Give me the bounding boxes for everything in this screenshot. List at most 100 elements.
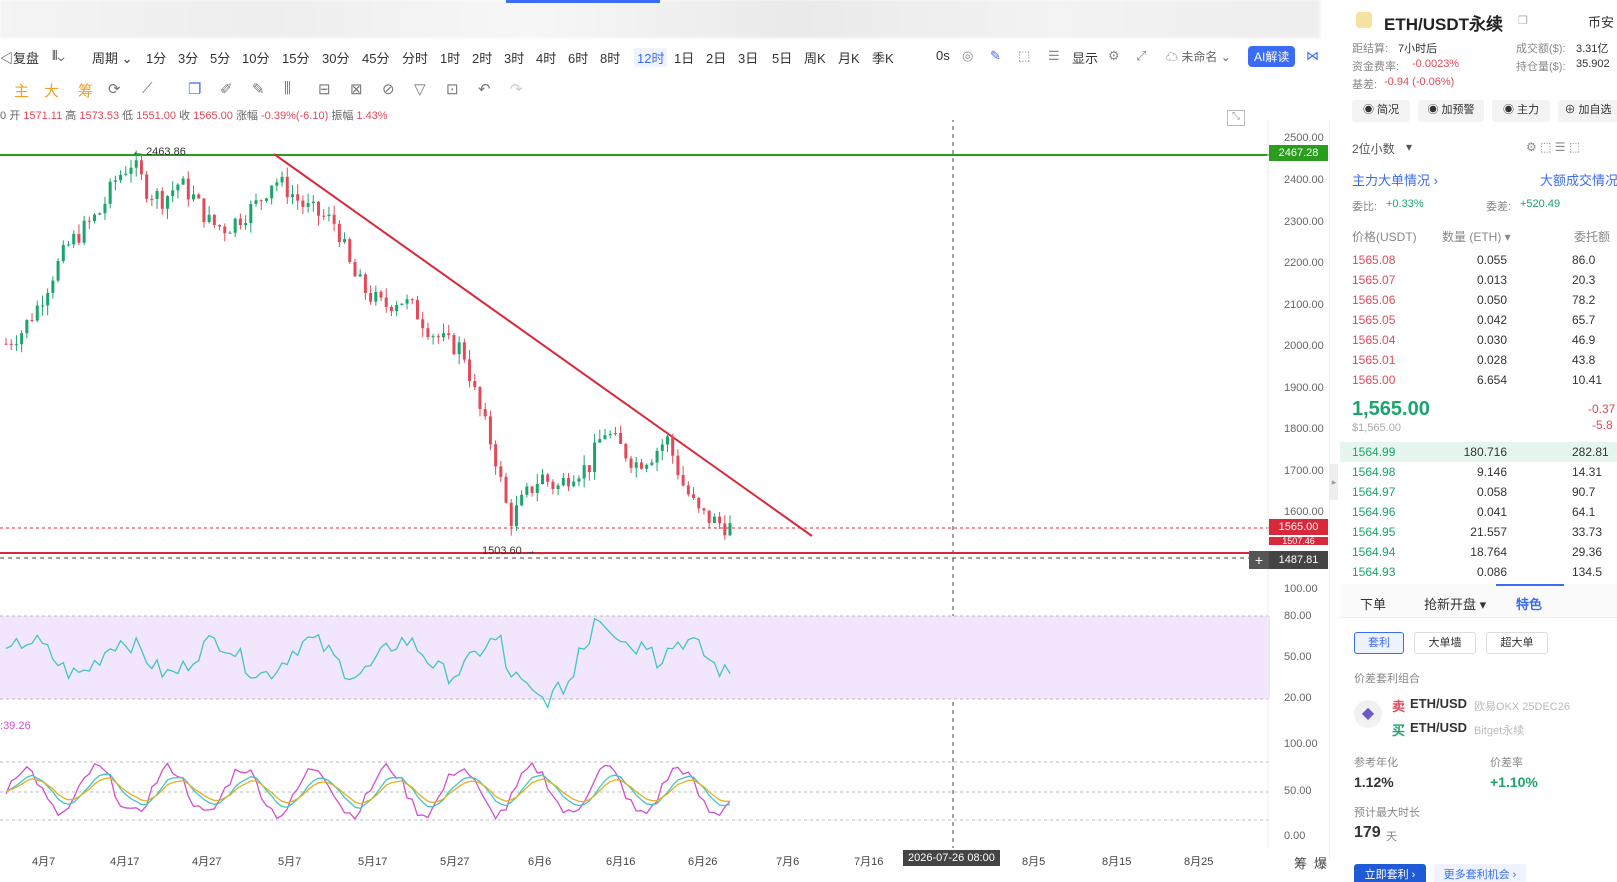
interval-3h[interactable]: 3时 <box>504 51 525 66</box>
rsi-tick: 80.00 <box>1284 610 1312 622</box>
indicator-chips[interactable]: 筹 <box>78 83 94 100</box>
interval-1d[interactable]: 1日 <box>674 51 695 66</box>
bid-row[interactable]: 1564.99 180.716 282.81 <box>1352 442 1617 462</box>
tab-order[interactable]: 下单 <box>1360 597 1387 612</box>
display-button[interactable]: 显示 <box>1072 51 1099 66</box>
interval-45m[interactable]: 45分 <box>362 51 390 66</box>
trash-icon[interactable]: ⊡ <box>446 81 459 98</box>
fullscreen-icon[interactable]: ⤢ <box>1136 48 1147 63</box>
interval-3m[interactable]: 3分 <box>178 51 199 66</box>
share-icon[interactable]: ⋈ <box>1306 48 1319 63</box>
magnet-icon[interactable]: ⊘ <box>382 81 395 98</box>
overview-button[interactable]: ◉ 简况 <box>1352 100 1410 122</box>
tab-ipo[interactable]: 抢新开盘 ▾ <box>1424 597 1487 612</box>
big-trades-link[interactable]: 大额成交情况 <box>1540 173 1617 188</box>
ai-button[interactable]: AI解读 <box>1248 46 1296 67</box>
indicator-big[interactable]: 大 <box>44 83 60 100</box>
copy-icon[interactable]: ❐ <box>188 81 202 98</box>
price-chart[interactable] <box>0 120 1330 860</box>
ask-row[interactable]: 1565.08 0.055 86.0 <box>1352 250 1617 270</box>
redo-icon[interactable]: ↷ <box>510 81 523 98</box>
tab-feature[interactable]: 特色 <box>1516 597 1543 612</box>
ask-row[interactable]: 1565.00 6.654 10.41 <box>1352 370 1617 390</box>
liquidation-label[interactable]: 爆 <box>1314 856 1328 871</box>
wb-label: 委比: <box>1352 201 1378 213</box>
replay-button[interactable]: ◁复盘 <box>0 51 40 66</box>
add-watch-button[interactable]: ⊕ 加自选 <box>1558 100 1617 122</box>
brush-icon[interactable]: ⟋ <box>142 80 153 97</box>
list-icon[interactable]: ☰ <box>1048 48 1060 63</box>
exchange-label[interactable]: 币安 <box>1588 15 1615 30</box>
filter-icon[interactable]: ▽ <box>414 81 426 98</box>
chip-super-big[interactable]: 超大单 <box>1486 632 1548 654</box>
bid-row[interactable]: 1564.95 21.557 33.73 <box>1352 522 1617 542</box>
layout-dropdown[interactable]: ☁ 未命名 ⌄ <box>1166 50 1231 64</box>
undo-icon[interactable]: ↶ <box>478 81 491 98</box>
bid-row[interactable]: 1564.93 0.086 134.5 <box>1352 562 1617 582</box>
ask-row[interactable]: 1565.06 0.050 78.2 <box>1352 290 1617 310</box>
interval-5m[interactable]: 5分 <box>210 51 231 66</box>
pair-title[interactable]: ETH/USDT永续 <box>1384 15 1503 34</box>
interval-30m[interactable]: 30分 <box>322 51 350 66</box>
scroll-handle[interactable]: ▸ <box>1330 464 1338 500</box>
decimals-dropdown[interactable]: 2位小数 <box>1352 142 1395 156</box>
interval-2h[interactable]: 2时 <box>472 51 493 66</box>
ask-row[interactable]: 1565.07 0.013 20.3 <box>1352 270 1617 290</box>
candle-body <box>327 214 331 217</box>
copy-icon[interactable]: ❐ <box>1518 15 1528 27</box>
camera-icon[interactable]: ◎ <box>962 48 974 63</box>
lock-icon[interactable]: ⊟ <box>318 81 331 98</box>
sell-pair: ETH/USD <box>1410 696 1468 711</box>
arb-now-button[interactable]: 立即套利 › <box>1354 864 1426 882</box>
interval-10m[interactable]: 10分 <box>242 51 270 66</box>
interval-2d[interactable]: 2日 <box>706 51 727 66</box>
interval-week[interactable]: 周K <box>804 51 826 66</box>
chip-arbitrage[interactable]: 套利 <box>1354 632 1404 654</box>
crosshair-add-icon[interactable]: + <box>1249 551 1269 569</box>
ruler-icon[interactable]: ✐ <box>220 81 233 98</box>
bid-row[interactable]: 1564.96 0.041 64.1 <box>1352 502 1617 522</box>
chip-big-wall[interactable]: 大单墙 <box>1414 632 1476 654</box>
bid-row[interactable]: 1564.98 9.146 14.31 <box>1352 462 1617 482</box>
main-force-button[interactable]: ◉ 主力 <box>1492 100 1550 122</box>
candle-body <box>290 194 294 198</box>
expand-icon[interactable]: ⤡ <box>1227 110 1245 126</box>
interval-8h[interactable]: 8时 <box>600 51 621 66</box>
interval-1h[interactable]: 1时 <box>440 51 461 66</box>
settings-icon[interactable]: ⚙ <box>1108 48 1120 63</box>
interval-3d[interactable]: 3日 <box>738 51 759 66</box>
chart-type-button[interactable]: ⫴⌄ <box>52 48 65 63</box>
interval-12h[interactable]: 12时 <box>634 48 668 67</box>
bid-row[interactable]: 1564.97 0.058 90.7 <box>1352 482 1617 502</box>
candle-body <box>494 444 498 467</box>
draw-icon[interactable]: ✎ <box>252 81 265 98</box>
more-arb-button[interactable]: 更多套利机会 › <box>1434 864 1526 882</box>
refresh-icon[interactable]: ⟳ <box>108 81 121 98</box>
edit-icon[interactable]: ⊠ <box>350 81 363 98</box>
alert-button[interactable]: ◉ 加预警 <box>1418 100 1484 122</box>
interval-1m[interactable]: 1分 <box>146 51 167 66</box>
period-dropdown[interactable]: 周期 ⌄ <box>92 51 133 66</box>
settings-icons[interactable]: ⚙ ⬚ ☰ ⬚ <box>1526 140 1581 154</box>
col-qty[interactable]: 数量 (ETH) ▾ <box>1442 230 1511 244</box>
ask-row[interactable]: 1565.05 0.042 65.7 <box>1352 310 1617 330</box>
interval-6h[interactable]: 6时 <box>568 51 589 66</box>
ask-row[interactable]: 1565.01 0.028 43.8 <box>1352 350 1617 370</box>
interval-5d[interactable]: 5日 <box>772 51 793 66</box>
big-orders-link[interactable]: 主力大单情况 › <box>1352 173 1438 188</box>
frame-icon[interactable]: ⬚ <box>1018 48 1031 63</box>
candle-body <box>645 464 649 469</box>
interval-4h[interactable]: 4时 <box>536 51 557 66</box>
pen-icon[interactable]: ✎ <box>990 48 1001 63</box>
interval-season[interactable]: 季K <box>872 51 894 66</box>
candle-body <box>280 176 284 183</box>
interval-month[interactable]: 月K <box>838 51 860 66</box>
candle-body <box>587 465 591 473</box>
interval-fenshi[interactable]: 分时 <box>402 51 429 66</box>
chips-label[interactable]: 筹 <box>1294 856 1308 871</box>
interval-15m[interactable]: 15分 <box>282 51 310 66</box>
candles-icon[interactable]: ⫼ <box>284 80 291 97</box>
ask-row[interactable]: 1565.04 0.030 46.9 <box>1352 330 1617 350</box>
indicator-main[interactable]: 主 <box>14 83 30 100</box>
bid-row[interactable]: 1564.94 18.764 29.36 <box>1352 542 1617 562</box>
